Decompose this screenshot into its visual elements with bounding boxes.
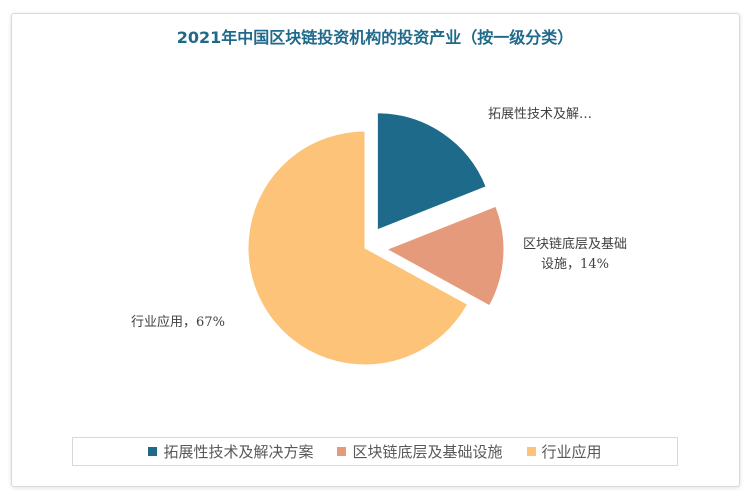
pie-slice-base-infrastructure — [385, 205, 505, 307]
data-label-base-infrastructure: 区块链底层及基础设施，14% — [523, 236, 627, 272]
pie-slice-extension-tech — [376, 112, 487, 231]
legend-item: 区块链底层及基础设施 — [337, 441, 503, 462]
legend-item: 行业应用 — [526, 441, 602, 462]
data-label-extension-tech: 拓展性技术及解… — [488, 107, 592, 122]
legend-label: 行业应用 — [541, 443, 602, 461]
legend-swatch — [148, 447, 158, 456]
legend-label: 拓展性技术及解决方案 — [163, 443, 314, 461]
pie-slice-industry-application — [247, 130, 469, 366]
data-label-industry-application: 行业应用，67% — [131, 314, 225, 330]
legend: 拓展性技术及解决方案 区块链底层及基础设施 行业应用 — [72, 437, 678, 466]
legend-label: 区块链底层及基础设施 — [352, 443, 503, 461]
chart-title: 2021年中国区块链投资机构的投资产业（按一级分类） — [176, 28, 574, 47]
legend-swatch — [526, 447, 536, 456]
legend-item: 拓展性技术及解决方案 — [148, 441, 313, 462]
legend-swatch — [337, 447, 347, 456]
chart-frame — [11, 13, 740, 487]
